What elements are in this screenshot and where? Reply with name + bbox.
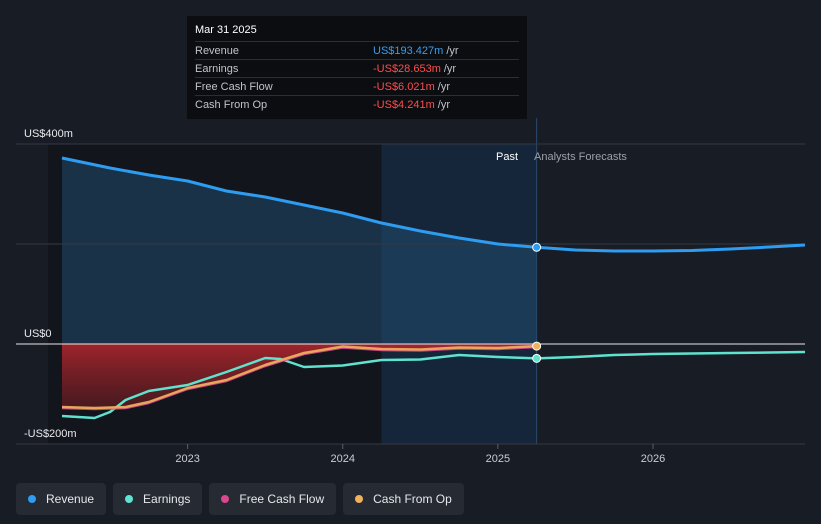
legend-label: Cash From Op bbox=[373, 492, 452, 506]
legend-dot-icon bbox=[125, 495, 134, 503]
earnings-forecast-line bbox=[536, 350, 806, 360]
tooltip-row-cfo: Cash From Op -US$4.241m /yr bbox=[195, 95, 519, 113]
tooltip-row-value: -US$28.653m bbox=[373, 62, 441, 75]
y-tick-label: US$0 bbox=[24, 328, 52, 340]
legend-label: Free Cash Flow bbox=[239, 492, 325, 506]
x-tick-label: 2023 bbox=[175, 453, 199, 465]
cash-flow-area bbox=[61, 344, 537, 409]
tooltip-row-fcf: Free Cash Flow -US$6.021m /yr bbox=[195, 77, 519, 95]
tooltip-row-name: Earnings bbox=[195, 62, 239, 75]
cash-from-op-line bbox=[61, 344, 537, 410]
cash-from-op-marker bbox=[532, 341, 542, 351]
tooltip-row-revenue: Revenue US$193.427m /yr bbox=[195, 41, 519, 59]
x-tick-label: 2026 bbox=[641, 453, 665, 465]
legend-item-earnings[interactable]: Earnings bbox=[113, 483, 203, 515]
tooltip-row-name: Free Cash Flow bbox=[195, 80, 273, 93]
tooltip-row-unit: /yr bbox=[446, 44, 459, 57]
tooltip: Mar 31 2025 Revenue US$193.427m /yr Earn… bbox=[187, 16, 527, 119]
revenue-marker bbox=[532, 242, 542, 252]
legend-label: Revenue bbox=[46, 492, 95, 506]
past-label: Past bbox=[496, 151, 518, 163]
legend-item-free-cash-flow[interactable]: Free Cash Flow bbox=[209, 483, 337, 515]
legend-label: Earnings bbox=[143, 492, 191, 506]
legend-dot-icon bbox=[355, 495, 364, 503]
tooltip-row-value: -US$6.021m bbox=[373, 80, 435, 93]
tooltip-row-unit: /yr bbox=[437, 80, 450, 93]
legend-dot-icon bbox=[28, 495, 36, 503]
earnings-line bbox=[61, 353, 537, 420]
x-tick-label: 2025 bbox=[486, 453, 510, 465]
tooltip-row-unit: /yr bbox=[443, 62, 457, 75]
tooltip-date: Mar 31 2025 bbox=[195, 24, 257, 36]
legend: Revenue Earnings Free Cash Flow Cash Fro… bbox=[16, 483, 464, 515]
revenue-area bbox=[61, 158, 537, 344]
tooltip-row-value: US$193.427m bbox=[373, 44, 444, 57]
legend-item-cash-from-op[interactable]: Cash From Op bbox=[343, 483, 464, 515]
tooltip-row-name: Cash From Op bbox=[195, 98, 268, 111]
tooltip-row-value: -US$4.241m bbox=[373, 98, 435, 111]
revenue-forecast-line bbox=[536, 243, 806, 253]
tooltip-row-name: Revenue bbox=[195, 44, 240, 57]
legend-item-revenue[interactable]: Revenue bbox=[16, 483, 107, 515]
revenue-line bbox=[61, 156, 537, 249]
tooltip-row-earnings: Earnings -US$28.653m /yr bbox=[195, 59, 519, 77]
x-tick-label: 2024 bbox=[330, 453, 354, 465]
tooltip-row-unit: /yr bbox=[437, 98, 450, 111]
y-tick-label: -US$200m bbox=[24, 428, 77, 440]
forecast-label: Analysts Forecasts bbox=[534, 151, 627, 163]
y-tick-label: US$400m bbox=[24, 128, 73, 140]
legend-dot-icon bbox=[221, 495, 230, 503]
earnings-marker bbox=[532, 353, 542, 363]
